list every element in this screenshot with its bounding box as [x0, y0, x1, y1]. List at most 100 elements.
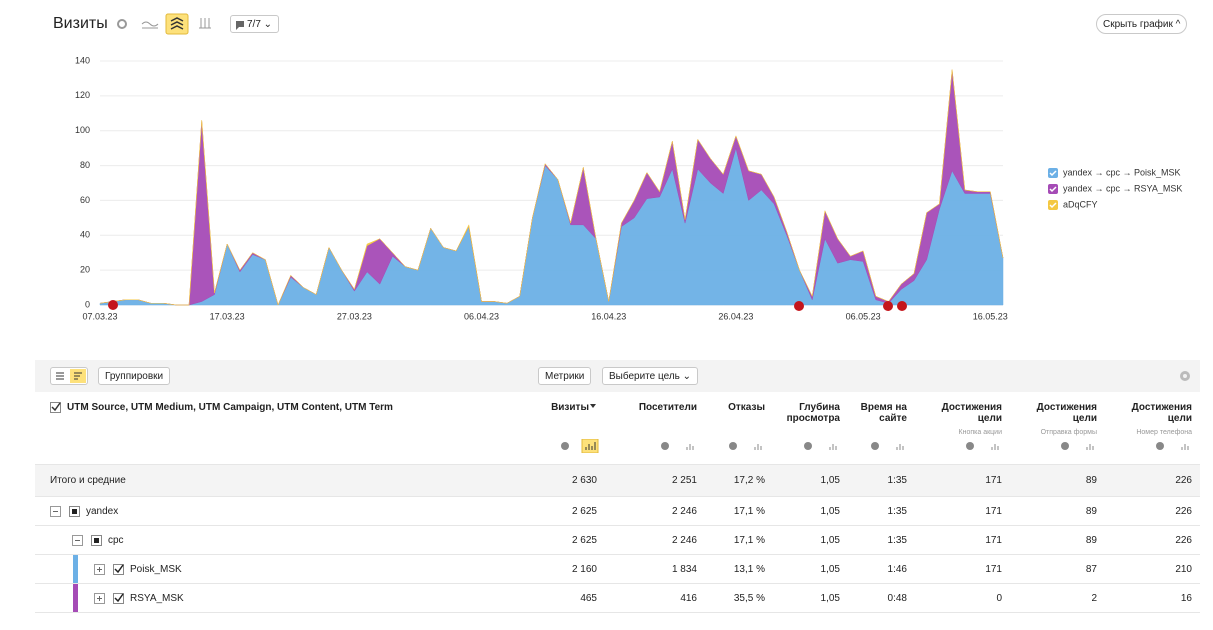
y-tick-label: 60: [80, 195, 90, 205]
metric-header-cell[interactable]: Достижения цели Отправка формы: [1010, 392, 1105, 464]
view-icons: [727, 439, 767, 456]
row-label: Poisk_MSK: [130, 563, 182, 575]
metric-cell: 1:35: [887, 535, 907, 546]
metric-title: Время на сайте: [860, 402, 907, 424]
legend-label: yandex → cpc → Poisk_MSK: [1063, 167, 1181, 177]
metric-subtitle: Кнопка акции: [958, 429, 1002, 436]
legend-check: [1049, 170, 1057, 177]
metric-header-cell[interactable]: Посетители: [605, 392, 705, 464]
legend-check: [1049, 186, 1057, 193]
total-row: Итого и средние 2 630 2 251 17,2 % 1,05 1:35 1…: [35, 465, 1200, 497]
event-marker[interactable]: [794, 301, 804, 311]
x-tick-label: 17.03.23: [210, 311, 245, 321]
data-row[interactable]: RSYA_MSK 465 416 35,5 % 1,05 0:48 0 2 16: [35, 584, 1200, 613]
metric-cell: 2 625: [571, 506, 597, 517]
y-tick-label: 120: [75, 90, 90, 100]
view-toggle[interactable]: [50, 367, 88, 385]
data-row[interactable]: cpc 2 625 2 246 17,1 % 1,05 1:35 171 89 226: [35, 526, 1200, 555]
partial-icon: [91, 534, 102, 546]
cell-view-icons[interactable]: [1154, 439, 1194, 453]
metric-cell: 2: [1091, 593, 1097, 604]
row-checkbox[interactable]: [69, 505, 80, 517]
groupings-button[interactable]: Группировки: [98, 367, 171, 385]
metric-cell: 226: [1175, 535, 1192, 546]
bar-view-icon[interactable]: [199, 18, 211, 29]
metric-title: Глубина просмотра: [786, 402, 840, 424]
row-label: Итого и средние: [50, 475, 126, 486]
y-tick-label: 80: [80, 160, 90, 170]
expand-glyph: [97, 566, 102, 572]
legend-label: aDqCFY: [1063, 199, 1098, 209]
expand-glyph: [53, 510, 58, 512]
event-marker[interactable]: [883, 301, 893, 311]
metric-header-cell[interactable]: Глубина просмотра: [773, 392, 848, 464]
cell-view-icons[interactable]: [659, 439, 699, 453]
metric-title: Посетители: [638, 402, 697, 413]
dimension-cell: Poisk_MSK: [35, 555, 538, 583]
hide-chart-button[interactable]: Скрыть график ^: [1096, 14, 1188, 34]
row-checkbox[interactable]: [91, 534, 102, 546]
expand-glyph: [75, 539, 80, 541]
metric-cell: 226: [1175, 475, 1192, 486]
data-row[interactable]: Poisk_MSK 2 160 1 834 13,1 % 1,05 1:46 171 87 21…: [35, 555, 1200, 584]
metric-header-cell[interactable]: Время на сайте: [848, 392, 915, 464]
view-icons: [56, 369, 86, 383]
metric-cell: 35,5 %: [733, 593, 765, 604]
comment-icon: [236, 21, 244, 30]
row-label: RSYA_MSK: [130, 592, 184, 604]
page-title: Визиты: [53, 15, 108, 32]
expand-toggle[interactable]: [50, 505, 61, 517]
view-icons: [1059, 439, 1099, 456]
dimension-header: UTM Source, UTM Medium, UTM Campaign, UT…: [67, 402, 393, 413]
check-icon: [50, 402, 61, 413]
metric-cell: 1:35: [887, 506, 907, 517]
cell-view-icons[interactable]: [727, 439, 767, 453]
y-tick-label: 140: [75, 55, 90, 65]
expand-toggle[interactable]: [94, 563, 105, 575]
legend-item[interactable]: yandex → cpc → RSYA_MSK: [1048, 183, 1182, 194]
dimension-cell: RSYA_MSK: [35, 584, 538, 612]
check-icon: [113, 592, 124, 604]
event-marker[interactable]: [108, 300, 118, 310]
metric-cell: 89: [1085, 535, 1097, 546]
cell-view-icons[interactable]: [1059, 439, 1099, 453]
metrics-button[interactable]: Метрики: [538, 367, 592, 385]
metric-header-cell[interactable]: Достижения цели Кнопка акции: [915, 392, 1010, 464]
metric-cell: 89: [1085, 475, 1097, 486]
segments-button[interactable]: 7/7 ⌄: [230, 15, 280, 33]
view-icons: [802, 439, 842, 456]
data-row[interactable]: yandex 2 625 2 246 17,1 % 1,05 1:35 171 89 226: [35, 497, 1200, 526]
expand-toggle[interactable]: [94, 592, 105, 604]
cell-view-icons[interactable]: [559, 438, 599, 454]
cell-view-icons[interactable]: [869, 439, 909, 453]
settings-icon[interactable]: [1180, 371, 1190, 381]
metric-cell: 465: [580, 593, 597, 604]
row-checkbox[interactable]: [113, 563, 124, 575]
pie-view-icon[interactable]: [117, 19, 127, 29]
line-view-icon[interactable]: [141, 21, 159, 29]
metric-cell: 1,05: [820, 506, 840, 517]
x-tick-label: 16.04.23: [591, 311, 626, 321]
legend-item[interactable]: aDqCFY: [1048, 199, 1098, 210]
segments-count: 7/7: [247, 19, 261, 30]
dimension-header-cell: UTM Source, UTM Medium, UTM Campaign, UT…: [35, 392, 538, 464]
metric-header-cell[interactable]: Отказы: [705, 392, 773, 464]
metric-cell: 210: [1175, 564, 1192, 575]
view-icons: [964, 439, 1004, 456]
metric-header-cell[interactable]: Достижения цели Номер телефона: [1105, 392, 1200, 464]
legend-item[interactable]: yandex → cpc → Poisk_MSK: [1048, 167, 1181, 178]
goal-button[interactable]: Выберите цель ⌄: [602, 367, 699, 385]
y-tick-label: 0: [85, 299, 90, 309]
row-color-bar: [73, 555, 78, 583]
cell-view-icons[interactable]: [964, 439, 1004, 453]
event-marker[interactable]: [897, 301, 907, 311]
expand-toggle[interactable]: [72, 534, 83, 546]
metric-header-cell[interactable]: Визиты: [538, 392, 605, 464]
cell-view-icons[interactable]: [802, 439, 842, 453]
view-icons: [869, 439, 909, 456]
header-checkbox[interactable]: [50, 402, 61, 413]
row-checkbox[interactable]: [113, 592, 124, 604]
view-icons: [659, 439, 699, 456]
row-label: yandex: [86, 505, 119, 517]
